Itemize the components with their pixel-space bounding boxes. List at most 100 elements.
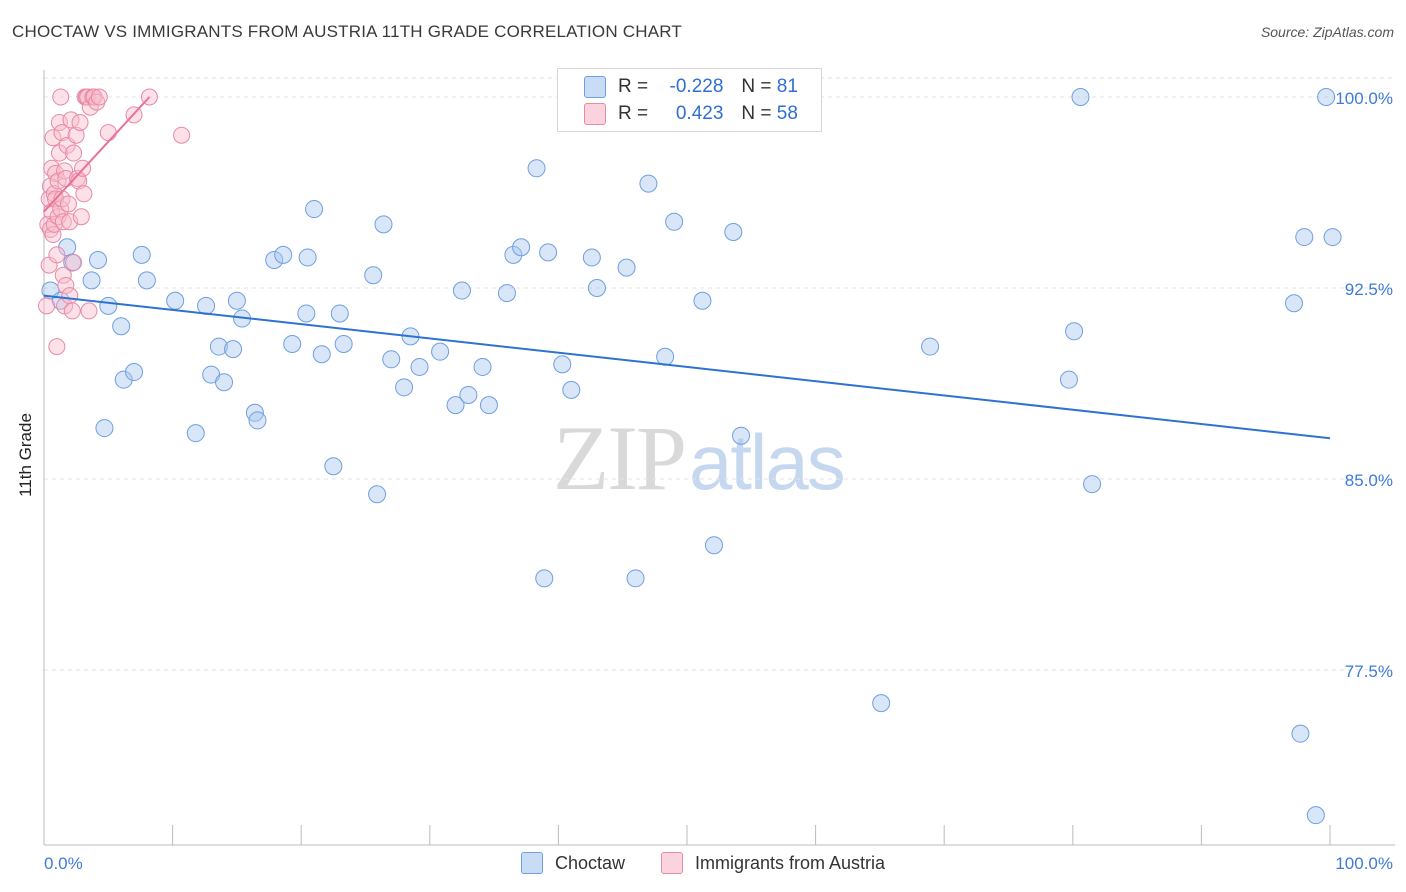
choctaw-point xyxy=(224,340,243,359)
legend-r-label: R = xyxy=(618,103,649,124)
choctaw-point xyxy=(431,342,450,361)
y-axis-label: 11th Grade xyxy=(16,413,35,497)
choctaw-point xyxy=(459,385,478,404)
choctaw-point xyxy=(297,304,316,323)
legend-n-label: N = xyxy=(741,103,772,124)
choctaw-point xyxy=(1071,88,1090,106)
choctaw-point xyxy=(186,424,205,443)
choctaw-point xyxy=(626,569,645,588)
choctaw-point xyxy=(312,345,331,364)
series-legend-choctaw[interactable]: Choctaw xyxy=(520,852,625,874)
choctaw-point xyxy=(63,253,82,272)
choctaw-point xyxy=(395,378,414,397)
choctaw-point xyxy=(82,271,101,290)
x-tick-label: 100.0% xyxy=(1335,854,1393,873)
choctaw-point xyxy=(512,238,531,257)
austria-point xyxy=(63,302,81,320)
legend-r-label: R = xyxy=(618,76,649,97)
choctaw-point xyxy=(95,419,114,438)
legend-row-choctaw: R = -0.228 N = 81 xyxy=(584,74,798,100)
choctaw-point xyxy=(582,248,601,267)
austria-point xyxy=(90,88,108,106)
y-tick-label: 85.0% xyxy=(1345,471,1393,490)
austria-point xyxy=(72,208,90,226)
choctaw-point xyxy=(732,426,751,445)
choctaw-trend-line xyxy=(43,294,1331,440)
choctaw-point xyxy=(324,457,343,476)
choctaw-point xyxy=(562,380,581,399)
watermark-atlas: atlas xyxy=(689,418,846,506)
austria-point xyxy=(57,276,75,294)
austria-point xyxy=(48,246,66,264)
choctaw-point xyxy=(89,250,108,269)
series-swatch-austria xyxy=(660,852,683,874)
chart-title: CHOCTAW VS IMMIGRANTS FROM AUSTRIA 11TH … xyxy=(12,22,682,41)
choctaw-point xyxy=(112,317,131,336)
austria-point xyxy=(67,126,85,144)
choctaw-point xyxy=(227,291,246,310)
austria-point xyxy=(44,129,62,147)
watermark: ZIPatlas xyxy=(553,405,846,511)
austria-point xyxy=(65,254,83,272)
choctaw-point xyxy=(334,335,353,354)
choctaw-point xyxy=(1291,724,1310,743)
y-tick-label: 92.5% xyxy=(1345,280,1393,299)
choctaw-point xyxy=(539,243,558,262)
legend-n-value: 81 xyxy=(776,76,798,97)
choctaw-point xyxy=(1065,322,1084,341)
choctaw-point xyxy=(473,357,492,376)
y-tick-label: 100.0% xyxy=(1335,89,1393,108)
correlation-legend: R = -0.228 N = 81 R = 0.423 N = 58 xyxy=(557,68,822,132)
choctaw-point xyxy=(305,200,324,219)
choctaw-point xyxy=(209,337,228,356)
choctaw-point xyxy=(1284,294,1303,313)
choctaw-point xyxy=(553,355,572,374)
choctaw-point xyxy=(114,370,133,389)
choctaw-point xyxy=(1317,88,1336,106)
austria-point xyxy=(38,297,56,315)
choctaw-point xyxy=(166,291,185,310)
choctaw-point xyxy=(374,215,393,234)
austria-point xyxy=(61,287,79,305)
choctaw-point xyxy=(215,373,234,392)
choctaw-point xyxy=(382,350,401,369)
choctaw-point xyxy=(132,245,151,264)
austria-point xyxy=(59,195,77,213)
choctaw-point xyxy=(452,281,471,300)
legend-n-value: 58 xyxy=(776,103,798,124)
austria-point xyxy=(65,144,83,162)
choctaw-point xyxy=(693,291,712,310)
austria-point xyxy=(52,88,70,106)
austria-point xyxy=(79,88,97,106)
y-tick-label: 77.5% xyxy=(1345,662,1393,681)
choctaw-point xyxy=(410,357,429,376)
choctaw-point xyxy=(479,396,498,415)
choctaw-point xyxy=(368,485,387,504)
choctaw-point xyxy=(283,335,302,354)
choctaw-point xyxy=(265,250,284,269)
choctaw-point xyxy=(535,569,554,588)
series-legend-austria[interactable]: Immigrants from Austria xyxy=(660,852,886,874)
series-label-austria: Immigrants from Austria xyxy=(694,852,886,873)
choctaw-point xyxy=(330,304,349,323)
choctaw-point xyxy=(364,266,383,285)
choctaw-point xyxy=(137,271,156,290)
legend-n-label: N = xyxy=(741,76,772,97)
choctaw-point xyxy=(125,363,144,382)
x-tick-label: 0.0% xyxy=(44,854,83,873)
choctaw-point xyxy=(872,694,891,713)
choctaw-point xyxy=(99,296,118,315)
austria-point xyxy=(54,266,72,284)
austria-point xyxy=(99,124,117,142)
series-legend: Choctaw Immigrants from Austria xyxy=(0,852,1406,874)
austria-point xyxy=(53,124,71,142)
choctaw-point xyxy=(587,279,606,297)
choctaw-point xyxy=(617,258,636,277)
choctaw-point xyxy=(656,347,675,366)
choctaw-point xyxy=(197,296,216,315)
legend-r-value: -0.228 xyxy=(669,76,724,97)
choctaw-point xyxy=(665,212,684,231)
austria-point xyxy=(48,338,66,356)
austria-point xyxy=(85,88,103,106)
